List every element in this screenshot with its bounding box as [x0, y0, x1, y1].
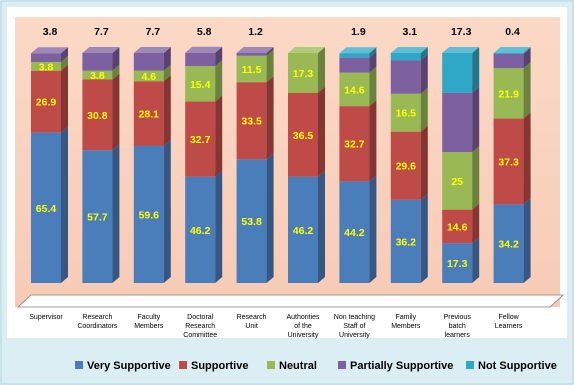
top-label-8: 3.1 — [402, 26, 417, 38]
value-label-very-supportive-10: 34.2 — [498, 239, 519, 251]
legend: Very Supportive Supportive Neutral Partiall… — [75, 360, 557, 372]
value-label-supportive-1: 26.9 — [36, 97, 57, 109]
value-label-supportive-8: 29.6 — [396, 161, 417, 173]
top-label-1: 3.8 — [43, 26, 58, 38]
legend-label-partially-supportive: Partially Supportive — [350, 360, 453, 372]
bar-segment-very-supportive-5 — [236, 153, 274, 283]
bar-segment-partially-supportive-1 — [31, 47, 68, 62]
value-label-neutral-6: 17.3 — [293, 68, 314, 80]
legend-swatch-not-supportive — [466, 361, 474, 369]
bar-segment-partially-supportive-2 — [82, 47, 120, 71]
category-labels: Supervisor Research Coordinators Faculty Mem… — [29, 314, 523, 339]
category-label-6: Authorities of the University — [286, 314, 320, 339]
value-label-neutral-3: 4.6 — [141, 71, 156, 83]
bar-segment-not-supportive-10 — [493, 47, 531, 54]
legend-label-neutral: Neutral — [279, 360, 317, 372]
value-label-neutral-5: 11.5 — [242, 64, 262, 76]
bar-segment-not-supportive-8 — [390, 47, 428, 61]
value-label-very-supportive-9: 17.3 — [447, 258, 468, 270]
category-label-7: Non teaching Staff of University — [334, 314, 375, 339]
bar-segment-very-supportive-3 — [133, 139, 171, 283]
value-label-very-supportive-6: 46.2 — [293, 225, 314, 237]
bar-segment-very-supportive-1 — [31, 126, 68, 283]
legend-item-not-supportive: Not Supportive — [466, 360, 557, 372]
labels-layer: 65.4 26.9 3.8 3.8 57.7 30.8 3.8 7.7 59.6 28.1 4.6 7… — [36, 26, 520, 270]
value-label-supportive-7: 32.7 — [344, 139, 365, 151]
value-label-very-supportive-3: 59.6 — [139, 209, 160, 221]
value-label-neutral-4: 15.4 — [190, 79, 211, 91]
category-label-8: Family Members — [391, 314, 421, 330]
bar-segment-very-supportive-4 — [185, 170, 223, 283]
value-label-very-supportive-8: 36.2 — [396, 236, 417, 248]
category-label-10: Fellow Learners — [495, 314, 523, 330]
legend-label-not-supportive: Not Supportive — [478, 360, 557, 372]
value-label-supportive-6: 36.5 — [293, 130, 314, 142]
top-label-4: 5.8 — [197, 26, 212, 38]
value-label-neutral-8: 16.5 — [396, 108, 417, 120]
legend-item-supportive: Supportive — [179, 360, 248, 372]
category-label-5: Research Unit — [237, 314, 267, 330]
bar-segment-supportive-6 — [288, 86, 325, 177]
legend-label-supportive: Supportive — [191, 360, 248, 372]
bar-segment-neutral-9 — [442, 146, 480, 210]
value-label-neutral-10: 21.9 — [498, 88, 519, 100]
category-label-2: Research Coordinators — [77, 314, 118, 330]
bars-layer — [31, 46, 531, 283]
legend-item-neutral: Neutral — [267, 360, 317, 372]
value-label-very-supportive-5: 53.8 — [241, 216, 262, 228]
legend-swatch-partially-supportive — [338, 361, 346, 369]
top-label-2: 7.7 — [94, 26, 109, 38]
legend-swatch-neutral — [267, 361, 275, 369]
legend-swatch-very-supportive — [75, 361, 83, 369]
legend-label-very-supportive: Very Supportive — [87, 360, 171, 372]
bar-segment-not-supportive-7 — [339, 47, 377, 58]
legend-item-very-supportive: Very Supportive — [75, 360, 171, 372]
value-label-supportive-2: 30.8 — [87, 110, 108, 122]
category-label-3: Faculty Members — [134, 314, 164, 330]
legend-item-partially-supportive: Partially Supportive — [338, 360, 453, 372]
legend-swatch-supportive — [179, 361, 187, 369]
bar-segment-neutral-6 — [288, 47, 325, 93]
top-label-5: 1.2 — [248, 26, 263, 38]
value-label-supportive-4: 32.7 — [190, 134, 211, 146]
top-label-7: 1.9 — [351, 26, 366, 38]
top-label-9: 17.3 — [451, 26, 472, 38]
bar-segment-very-supportive-2 — [82, 144, 120, 283]
top-label-3: 7.7 — [145, 26, 160, 38]
chart-floor — [16, 294, 565, 308]
value-label-supportive-10: 37.3 — [498, 156, 519, 168]
value-label-supportive-3: 28.1 — [139, 109, 160, 121]
bar-segment-supportive-4 — [185, 95, 223, 177]
top-label-10: 0.4 — [505, 26, 520, 38]
value-label-supportive-9: 14.6 — [447, 221, 468, 233]
value-label-neutral-7: 14.6 — [344, 84, 365, 96]
bar-segment-supportive-3 — [133, 75, 171, 146]
value-label-very-supportive-7: 44.2 — [344, 227, 365, 239]
value-label-neutral-9: 25 — [451, 176, 463, 188]
value-label-very-supportive-1: 65.4 — [36, 203, 57, 215]
bar-segment-partially-supportive-4 — [185, 46, 223, 67]
value-label-neutral-1: 3.8 — [39, 61, 54, 73]
value-label-very-supportive-2: 57.7 — [87, 212, 108, 224]
category-label-4: Doctoral Research Committee — [183, 314, 217, 339]
category-label-9: Previous batch learners — [444, 314, 472, 339]
value-label-very-supportive-4: 46.2 — [190, 225, 211, 237]
value-label-neutral-2: 3.8 — [90, 70, 105, 82]
bar-segment-partially-supportive-3 — [133, 47, 171, 71]
category-label-1: Supervisor — [29, 314, 63, 321]
bar-segment-supportive-5 — [236, 76, 274, 160]
bar-segment-partially-supportive-5 — [236, 47, 274, 56]
bar-segment-partially-supportive-9 — [442, 86, 480, 153]
bar-segment-not-supportive-9 — [442, 47, 480, 93]
value-label-supportive-5: 33.5 — [241, 116, 262, 128]
